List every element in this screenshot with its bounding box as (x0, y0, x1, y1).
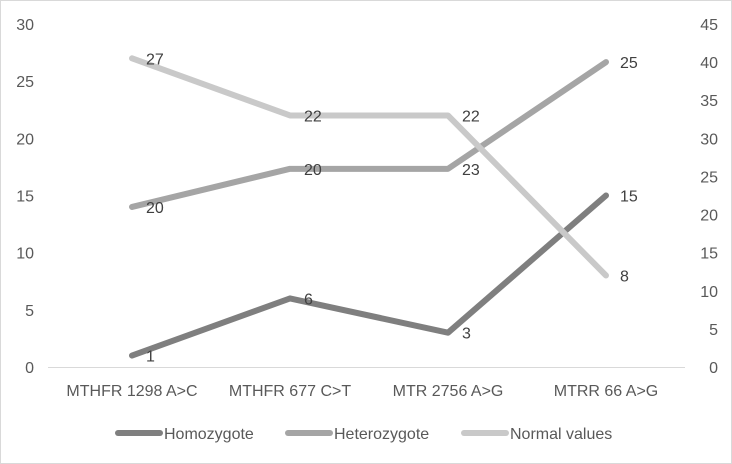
y-right-tick-label: 30 (700, 131, 718, 148)
y-right-tick-label: 40 (700, 55, 718, 72)
y-left-tick-label: 0 (25, 360, 34, 377)
y-left-tick-label: 5 (25, 303, 34, 320)
series-lines (129, 55, 609, 359)
data-label: 20 (304, 162, 322, 179)
data-label: 25 (620, 55, 638, 72)
axes: 0 5 10 15 20 25 30 0 5 10 15 20 25 30 35 40 45 MTHFR 1298… (16, 17, 718, 400)
y-right-tick-label: 20 (700, 208, 718, 225)
series-line-homozygote (129, 192, 609, 359)
y-left-tick-label: 15 (16, 189, 34, 206)
y-right-tick-label: 35 (700, 93, 718, 110)
y-right-tick-label: 45 (700, 17, 718, 34)
y-right-tick-label: 0 (709, 360, 718, 377)
data-label: 23 (462, 162, 480, 179)
x-tick-label: MTHFR 677 C>T (229, 383, 351, 400)
y-left-tick-label: 20 (16, 131, 34, 148)
series-line-normal-values (129, 55, 609, 279)
legend-label: Heterozygote (334, 426, 429, 443)
y-right-tick-label: 5 (709, 322, 718, 339)
data-label: 15 (620, 189, 638, 206)
data-label: 20 (146, 200, 164, 217)
data-label: 27 (146, 51, 164, 68)
data-label: 22 (304, 108, 322, 125)
data-label: 22 (462, 108, 480, 125)
data-label: 3 (462, 326, 471, 343)
series-line-heterozygote (129, 59, 609, 210)
data-label: 1 (146, 349, 155, 366)
data-label: 6 (304, 291, 313, 308)
x-tick-label: MTHFR 1298 A>C (66, 383, 197, 400)
y-right-tick-label: 25 (700, 169, 718, 186)
y-right-tick-label: 15 (700, 246, 718, 263)
y-left-tick-label: 10 (16, 246, 34, 263)
x-tick-label: MTRR 66 A>G (554, 383, 658, 400)
y-right-tick-label: 10 (700, 284, 718, 301)
data-labels: 1 6 3 15 20 20 23 25 27 22 22 8 (146, 51, 638, 365)
x-tick-label: MTR 2756 A>G (393, 383, 504, 400)
y-left-tick-label: 25 (16, 74, 34, 91)
legend-label: Homozygote (164, 426, 254, 443)
y-left-tick-label: 30 (16, 17, 34, 34)
legend: Homozygote Heterozygote Normal values (115, 426, 612, 443)
data-label: 8 (620, 269, 629, 286)
legend-label: Normal values (510, 426, 612, 443)
